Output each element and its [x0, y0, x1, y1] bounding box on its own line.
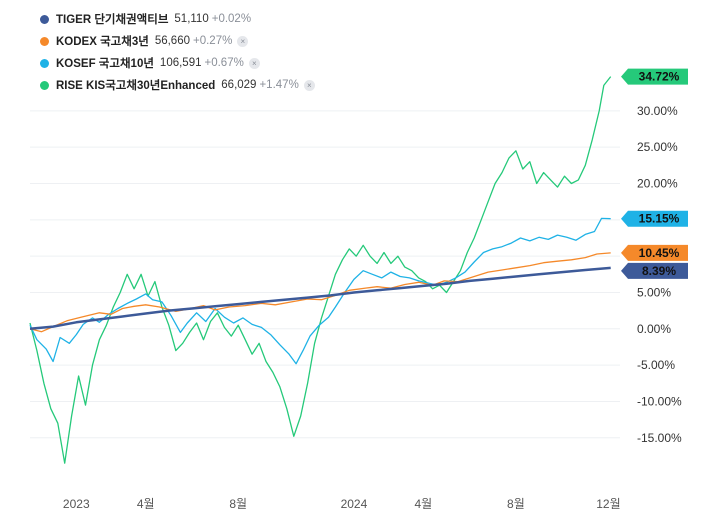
legend-item-kodex[interactable]: KODEX 국고채3년 56,660 +0.27% ×: [40, 30, 315, 52]
end-value-tag: [621, 262, 688, 279]
x-tick-label: 8월: [229, 497, 247, 511]
legend-color-dot: [40, 36, 49, 46]
end-value-tag: [621, 68, 688, 85]
x-tick-label: 2024: [341, 497, 368, 511]
legend-color-dot: [40, 58, 49, 68]
legend-series-change: +0.02%: [211, 13, 252, 25]
x-tick-label: 8월: [507, 497, 525, 511]
legend-series-price: 56,660: [154, 35, 190, 47]
legend-item-rise[interactable]: RISE KIS국고채30년Enhanced 66,029 +1.47% ×: [40, 74, 315, 96]
legend-series-change: +1.47%: [259, 79, 299, 91]
legend-series-name: KOSEF 국고채10년: [56, 58, 154, 70]
legend-series-price: 66,029: [221, 79, 257, 91]
y-tick-label: 5.00%: [637, 285, 671, 299]
end-value-label: 15.15%: [639, 212, 680, 226]
end-value-label: 34.72%: [639, 70, 680, 84]
x-tick-label: 4월: [137, 497, 155, 511]
legend-series-change: +0.27%: [193, 35, 233, 47]
y-tick-label: 0.00%: [637, 322, 671, 336]
legend-color-dot: [40, 14, 49, 24]
series-line: [29, 76, 612, 464]
x-tick-label: 4월: [414, 497, 432, 511]
legend-item-tiger[interactable]: TIGER 단기채권액티브 51,110 +0.02%: [40, 8, 315, 30]
y-tick-label: -15.00%: [637, 431, 682, 445]
remove-series-close-icon[interactable]: ×: [237, 35, 249, 47]
end-value-tag: [621, 210, 688, 227]
legend-series-price: 106,591: [159, 57, 202, 69]
legend-series-name: RISE KIS국고채30년Enhanced: [56, 80, 216, 92]
legend-color-dot: [40, 80, 49, 90]
x-tick-label: 2023: [63, 497, 90, 511]
series-line: [29, 266, 611, 331]
x-tick-label: 12월: [596, 497, 620, 511]
remove-series-close-icon[interactable]: ×: [303, 79, 315, 91]
legend-item-kosef[interactable]: KOSEF 국고채10년 106,591 +0.67% ×: [40, 52, 315, 74]
end-value-label: 8.39%: [642, 264, 676, 278]
y-tick-label: -10.00%: [637, 394, 682, 408]
legend-series-price: 51,110: [174, 13, 209, 25]
legend: TIGER 단기채권액티브 51,110 +0.02% KODEX 국고채3년 …: [40, 8, 315, 96]
legend-series-name: TIGER 단기채권액티브: [56, 14, 169, 26]
legend-series-change: +0.67%: [204, 57, 244, 69]
series-line: [29, 217, 611, 365]
y-tick-label: 30.00%: [637, 104, 678, 118]
y-tick-label: 25.00%: [637, 140, 678, 154]
legend-series-name: KODEX 국고채3년: [56, 36, 149, 48]
series-line: [29, 252, 611, 333]
remove-series-close-icon[interactable]: ×: [248, 57, 260, 69]
end-value-tag: [621, 244, 688, 261]
y-tick-label: -5.00%: [637, 358, 675, 372]
end-value-label: 10.45%: [639, 246, 680, 260]
y-tick-label: 20.00%: [637, 177, 678, 191]
